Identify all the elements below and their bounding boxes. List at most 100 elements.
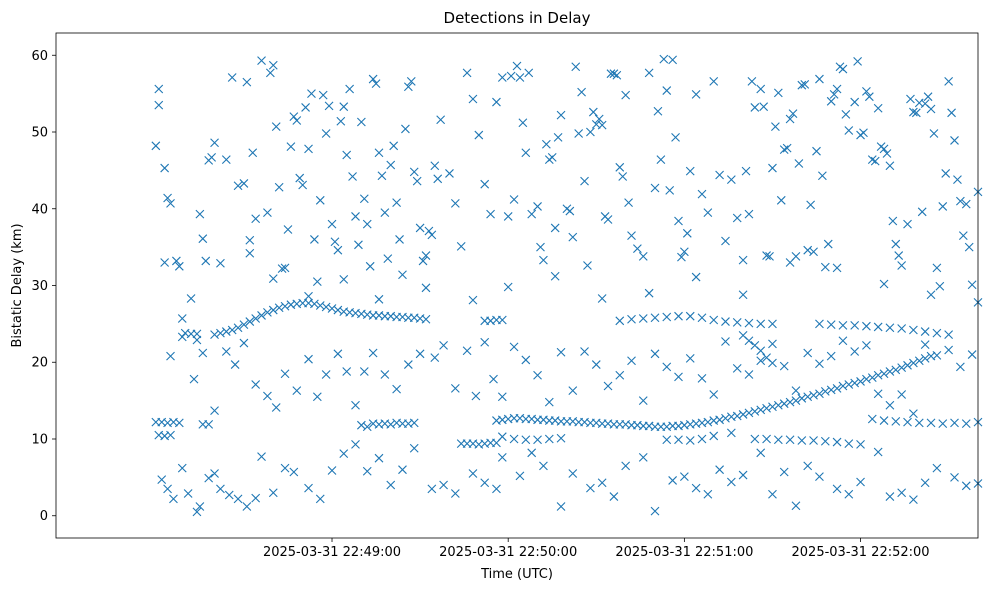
data-point [380, 208, 390, 217]
data-point [268, 305, 278, 315]
data-point [768, 339, 777, 349]
data-point [304, 483, 313, 493]
data-point [568, 386, 578, 396]
data-point [785, 258, 795, 267]
data-point [923, 92, 933, 102]
data-point [462, 68, 472, 78]
data-point [283, 225, 293, 234]
data-point [603, 215, 613, 224]
data-point [310, 235, 319, 244]
data-point [697, 434, 707, 444]
data-point [903, 417, 912, 427]
data-point [750, 434, 760, 444]
data-point [741, 166, 751, 176]
data-point [844, 489, 854, 499]
data-point [944, 76, 954, 86]
data-point [732, 363, 742, 373]
data-point [744, 370, 754, 379]
data-point [756, 405, 766, 415]
data-point [920, 354, 930, 363]
data-point [351, 439, 360, 449]
data-point [506, 71, 516, 81]
data-point [524, 68, 534, 78]
data-point [333, 349, 343, 359]
data-point [650, 349, 660, 359]
y-tick-label: 50 [31, 126, 48, 141]
data-point [782, 143, 792, 153]
data-point [738, 410, 748, 419]
data-point [674, 435, 683, 445]
data-point [580, 176, 589, 186]
data-point [307, 89, 316, 99]
data-point [356, 420, 366, 430]
data-point [762, 403, 771, 413]
data-point [844, 380, 854, 389]
data-point [788, 109, 798, 118]
data-point [756, 84, 766, 94]
data-point [850, 378, 860, 388]
data-point [797, 393, 807, 403]
data-point [633, 244, 642, 254]
y-tick-label: 20 [31, 356, 48, 371]
data-point [315, 494, 325, 504]
data-point [304, 354, 313, 364]
data-point [870, 156, 880, 166]
data-point [227, 73, 237, 82]
data-point [597, 294, 607, 303]
data-point [879, 144, 889, 154]
data-point [177, 314, 187, 323]
data-point [547, 152, 557, 162]
data-point [207, 152, 217, 162]
data-point [885, 323, 895, 333]
data-point [166, 198, 175, 208]
data-point [791, 386, 801, 396]
data-point [239, 338, 249, 348]
data-point [503, 212, 513, 221]
data-point [230, 360, 240, 369]
data-point [541, 139, 551, 149]
data-point [932, 350, 942, 360]
x-tick-label: 2025-03-31 22:50:00 [439, 545, 577, 560]
data-point [474, 130, 484, 140]
data-point [421, 251, 431, 260]
data-point [885, 400, 895, 410]
data-point [356, 117, 366, 127]
data-point [368, 74, 378, 84]
data-point [324, 101, 334, 111]
data-point [374, 453, 384, 463]
data-point [359, 194, 369, 204]
data-point [659, 54, 669, 64]
data-point [823, 239, 833, 249]
data-point [958, 231, 968, 241]
data-point [497, 392, 507, 402]
data-point [330, 237, 340, 247]
data-point [638, 396, 648, 406]
data-point [897, 363, 907, 373]
data-point [677, 252, 686, 262]
data-point [374, 148, 384, 158]
data-point [726, 175, 736, 184]
y-tick-label: 0 [40, 509, 48, 524]
data-point [163, 484, 172, 494]
data-point [544, 397, 554, 407]
data-point [744, 408, 754, 418]
data-point [580, 347, 589, 356]
data-point [239, 320, 249, 330]
y-axis-ticks: 0 10 20 30 40 50 60 [31, 49, 56, 524]
data-point [492, 97, 501, 107]
data-point [891, 416, 901, 426]
x-tick-label: 2025-03-31 22:52:00 [792, 545, 930, 560]
data-point [879, 369, 889, 379]
data-point [762, 434, 771, 444]
data-point [427, 230, 437, 240]
data-point [568, 232, 578, 242]
data-point [271, 403, 281, 412]
data-point [556, 110, 566, 120]
data-point [726, 428, 736, 438]
data-point [624, 198, 633, 208]
data-point [656, 155, 666, 165]
data-point [503, 282, 513, 292]
data-point [644, 288, 654, 298]
data-point [389, 141, 399, 151]
data-point [392, 198, 401, 208]
